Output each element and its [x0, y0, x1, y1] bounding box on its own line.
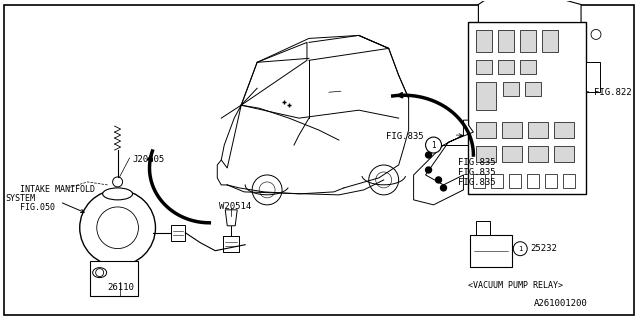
Bar — [528, 146, 548, 162]
Text: 1: 1 — [431, 140, 436, 149]
Circle shape — [426, 167, 431, 173]
Text: FIG.835: FIG.835 — [458, 178, 496, 187]
Text: 26110: 26110 — [108, 283, 134, 292]
Circle shape — [440, 185, 447, 191]
Bar — [476, 122, 497, 138]
Bar — [509, 174, 521, 188]
Text: FIG.835: FIG.835 — [458, 168, 496, 177]
Bar — [554, 122, 574, 138]
Text: FIG.822: FIG.822 — [594, 88, 632, 97]
Bar — [554, 146, 574, 162]
Text: FIG.835: FIG.835 — [386, 132, 423, 141]
Bar — [525, 82, 541, 96]
Bar — [545, 174, 557, 188]
Text: 25232: 25232 — [530, 244, 557, 253]
Circle shape — [436, 177, 442, 183]
Bar — [470, 235, 512, 267]
Text: <VACUUM PUMP RELAY>: <VACUUM PUMP RELAY> — [468, 281, 563, 290]
Bar — [468, 22, 586, 194]
Polygon shape — [478, 0, 581, 22]
Bar — [476, 30, 492, 52]
Ellipse shape — [93, 268, 107, 278]
Bar — [499, 30, 515, 52]
Bar — [476, 82, 497, 110]
Bar — [528, 122, 548, 138]
Bar — [503, 82, 519, 96]
Bar — [476, 146, 497, 162]
Circle shape — [426, 137, 442, 153]
Bar — [476, 221, 490, 235]
Bar — [586, 62, 600, 92]
Bar — [527, 174, 539, 188]
Ellipse shape — [102, 188, 132, 200]
Text: W20514: W20514 — [220, 202, 252, 211]
Text: 1: 1 — [518, 246, 522, 252]
Bar — [563, 174, 575, 188]
Text: FIG.050: FIG.050 — [20, 203, 55, 212]
Text: INTAKE MANIFOLD: INTAKE MANIFOLD — [20, 185, 95, 194]
Bar — [492, 174, 503, 188]
Bar — [474, 174, 485, 188]
Bar — [542, 30, 558, 52]
Bar — [499, 60, 515, 74]
Circle shape — [426, 152, 431, 158]
Circle shape — [513, 242, 527, 256]
Bar — [90, 261, 138, 296]
Text: SYSTEM: SYSTEM — [5, 194, 35, 203]
Bar — [520, 30, 536, 52]
Polygon shape — [413, 120, 474, 205]
Text: FIG.835: FIG.835 — [458, 158, 496, 167]
Bar — [476, 60, 492, 74]
Bar — [502, 146, 522, 162]
Polygon shape — [225, 210, 237, 226]
Bar — [520, 60, 536, 74]
Text: A261001200: A261001200 — [534, 299, 588, 308]
Text: J20605: J20605 — [132, 155, 165, 164]
Bar — [172, 225, 186, 241]
Bar — [502, 122, 522, 138]
